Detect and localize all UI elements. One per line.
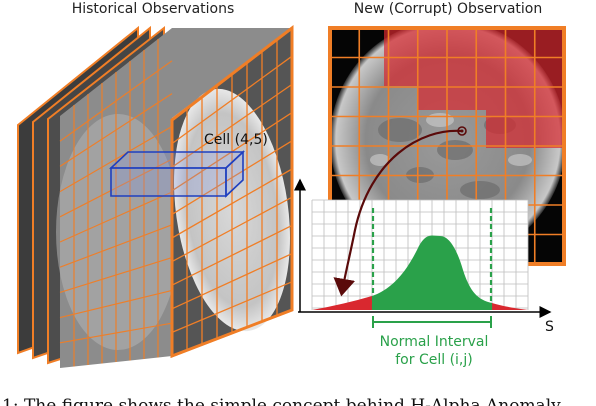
- anomaly-tail-right: [492, 303, 528, 310]
- history-sun-disk: [56, 114, 180, 350]
- distribution-chart: S Normal Interval for Cell (i,j): [294, 178, 554, 368]
- historical-title: Historical Observations: [72, 1, 235, 17]
- anomaly-tail-left: [312, 296, 372, 310]
- cell-label: Cell (4,5): [204, 132, 268, 148]
- grid-line: [59, 191, 173, 243]
- grid-line: [171, 55, 293, 145]
- history-frame-front: [170, 24, 294, 359]
- interval-label-line1: Normal Interval: [380, 334, 489, 350]
- grid-line: [59, 224, 173, 268]
- cell-box: [108, 150, 246, 198]
- grid-line: [59, 322, 173, 344]
- grid-line: [171, 196, 293, 263]
- grid-line: [59, 93, 173, 167]
- new-observation-title: New (Corrupt) Observation: [354, 1, 542, 17]
- caption: 1: The figure shows the simple concept b…: [2, 396, 561, 406]
- grid-line: [171, 224, 293, 286]
- history-grid: [59, 39, 173, 367]
- grid-line: [59, 60, 173, 142]
- grid-line: [171, 281, 293, 333]
- curved-arrow: [333, 126, 467, 297]
- grid-line: [171, 83, 293, 168]
- grid-line: [171, 253, 293, 310]
- grid-line: [171, 168, 293, 239]
- historical-stack: Cell (4,5): [17, 24, 294, 368]
- grid-line: [171, 140, 293, 215]
- normal-distribution-curve: [372, 235, 492, 310]
- grid-line: [59, 257, 173, 293]
- interval-label-line2: for Cell (i,j): [395, 352, 472, 368]
- grid-line: [59, 289, 173, 319]
- axis-s-label: S: [545, 319, 554, 335]
- grid-line: [59, 125, 173, 193]
